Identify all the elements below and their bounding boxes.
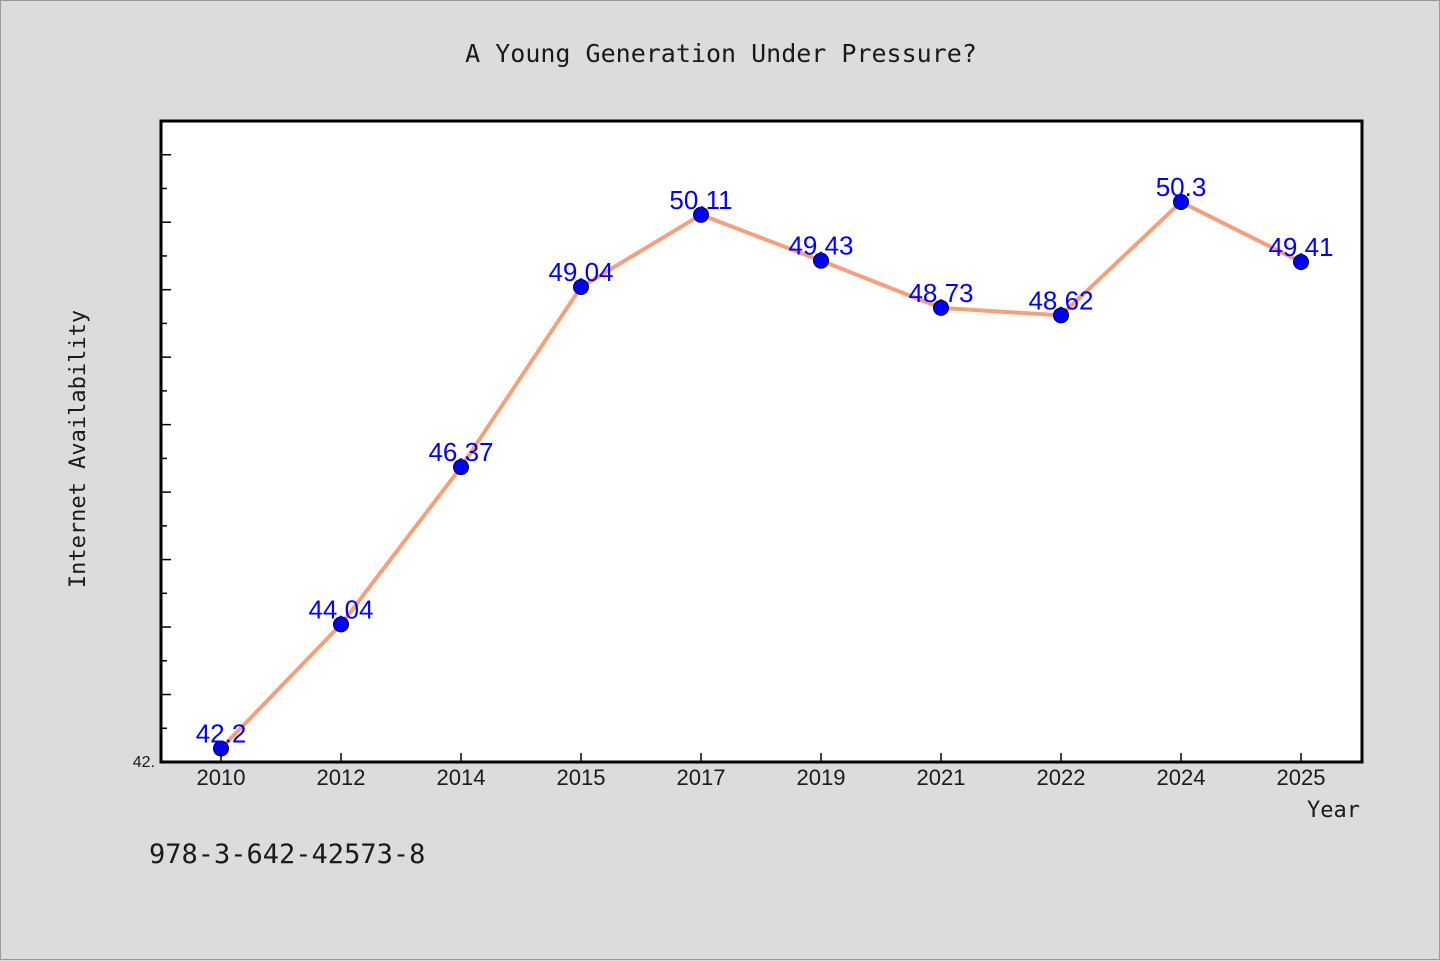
- x-tick-label: 2014: [437, 765, 486, 790]
- data-point: [1293, 254, 1309, 271]
- x-tick-label: 2022: [1037, 765, 1086, 790]
- x-tick-label: 2010: [197, 765, 246, 790]
- x-tick-label: 2017: [677, 765, 726, 790]
- x-tick-label: 2015: [557, 765, 606, 790]
- data-label: 50.3: [1156, 172, 1207, 202]
- data-point: [813, 252, 829, 269]
- x-tick-label: 2024: [1157, 765, 1206, 790]
- data-label: 48.73: [908, 278, 973, 308]
- data-label: 42.2: [196, 719, 247, 749]
- data-point: [333, 616, 349, 633]
- data-label: 48.62: [1028, 285, 1093, 315]
- data-label: 50.11: [669, 185, 732, 215]
- data-label: 46.37: [428, 437, 493, 467]
- data-label: 44.04: [308, 594, 373, 624]
- plot-area: [161, 121, 1362, 762]
- x-tick-label: 2025: [1277, 765, 1326, 790]
- data-point: [573, 278, 589, 295]
- x-axis-ticks: 2010 2012 2014 2015 2017 2019 2021 2022 2024 2025: [197, 753, 1326, 790]
- plot-frame: [159, 119, 1364, 764]
- x-axis-label: Year: [1307, 798, 1360, 823]
- data-point: [1053, 307, 1069, 324]
- data-label: 49.04: [548, 257, 613, 287]
- data-labels: 42.2 44.04 46.37 49.04 50.11 49.43 48.73 48.62 5…: [196, 172, 1334, 749]
- chart-title: A Young Generation Under Pressure?: [465, 39, 977, 68]
- x-tick-label: 2019: [797, 765, 846, 790]
- data-markers: [213, 193, 1309, 757]
- data-label: 49.41: [1268, 232, 1333, 262]
- data-point: [933, 299, 949, 316]
- x-tick-label: 2012: [317, 765, 366, 790]
- isbn-footer: 978-3-642-42573-8: [149, 839, 425, 870]
- data-label: 49.43: [788, 231, 853, 261]
- y-tick-label: 42.: [133, 754, 155, 771]
- y-axis-label: Internet Availability: [66, 310, 91, 588]
- series-line: [219, 199, 1302, 750]
- data-point: [693, 206, 709, 223]
- data-point: [453, 459, 469, 476]
- x-tick-label: 2021: [917, 765, 966, 790]
- data-point: [1173, 193, 1189, 210]
